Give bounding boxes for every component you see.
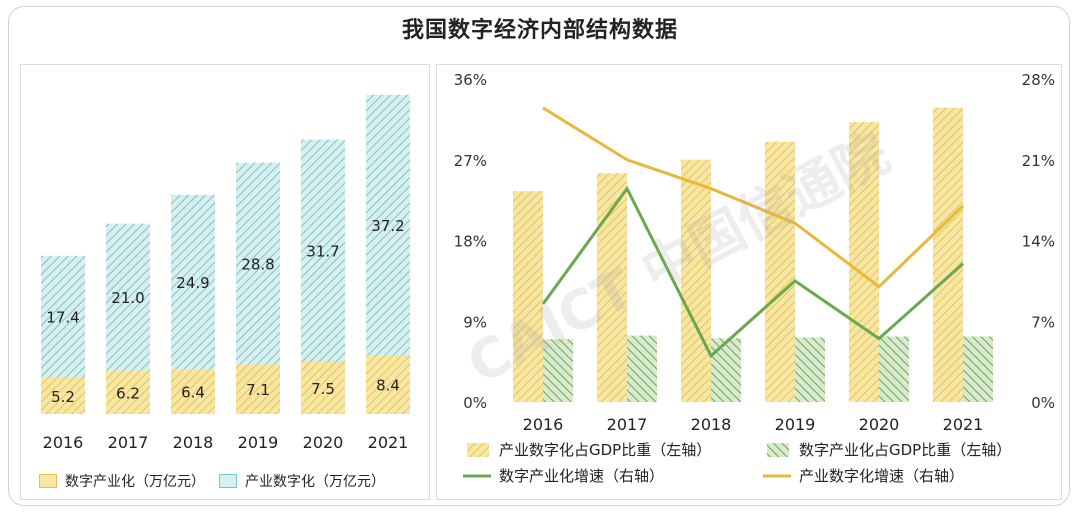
value-label-industrial-digitalization-2020: 31.7 <box>306 243 339 261</box>
bar-industrial-digitalization-2017 <box>106 223 150 371</box>
x-tick-2019: 2019 <box>775 415 816 434</box>
bar-digital-industrialization-2019 <box>236 364 280 414</box>
bar-digital-industrialization-2020 <box>301 361 345 414</box>
right-axis-tick-2: 14% <box>1022 233 1055 251</box>
x-tick-2016: 2016 <box>523 415 564 434</box>
bar-industrial-digitalization-2018 <box>171 194 215 370</box>
bar-industrial-digitalization-share-2016 <box>513 191 543 402</box>
value-label-digital-industrialization-2020: 7.5 <box>311 380 335 398</box>
bar-industrial-digitalization-share-2018 <box>681 159 711 402</box>
left-chart-panel: 5.2 17.4 6.2 21.0 6.4 24.9 7.1 28.8 7.5 31.7 8.4 37… <box>20 64 430 500</box>
bar-digital-industrialization-share-2021 <box>963 336 993 402</box>
legend-label-3: 产业数字化增速（右轴） <box>799 467 964 485</box>
legend-label-2: 数字产业化增速（右轴） <box>499 467 664 485</box>
left-axis-tick-4: 36% <box>454 71 487 89</box>
bar-digital-industrialization-2021 <box>366 355 410 414</box>
left-axis-tick-2: 18% <box>454 233 487 251</box>
bar-industrial-digitalization-share-2020 <box>849 122 879 403</box>
left-axis-tick-0: 0% <box>463 394 487 412</box>
right-axis-tick-4: 28% <box>1022 71 1055 89</box>
x-tick-2017: 2017 <box>108 433 149 452</box>
bar-digital-industrialization-2018 <box>171 369 215 414</box>
bar-digital-industrialization-2016 <box>41 377 85 414</box>
bar-digital-industrialization-share-2018 <box>711 338 741 402</box>
bar-industrial-digitalization-2019 <box>236 162 280 365</box>
bar-industrial-digitalization-share-2019 <box>765 141 795 403</box>
left-legend: 数字产业化（万亿元） 产业数字化（万亿元） <box>39 471 385 491</box>
legend-label-1: 数字产业化占GDP比重（左轴） <box>799 441 1011 459</box>
value-label-industrial-digitalization-2016: 17.4 <box>46 309 79 327</box>
page-title: 我国数字经济内部结构数据 <box>401 18 678 43</box>
line-industrial-digitalization-growth <box>542 106 965 289</box>
value-label-industrial-digitalization-2018: 24.9 <box>176 274 209 292</box>
left-axis-tick-3: 27% <box>454 152 487 170</box>
x-tick-2020: 2020 <box>859 415 900 434</box>
value-label-digital-industrialization-2019: 7.1 <box>246 381 270 399</box>
bar-digital-industrialization-share-2017 <box>627 335 657 402</box>
bar-industrial-digitalization-2020 <box>301 139 345 362</box>
value-label-digital-industrialization-2021: 8.4 <box>376 377 400 395</box>
x-tick-2017: 2017 <box>607 415 648 434</box>
left-chart: 5.2 17.4 6.2 21.0 6.4 24.9 7.1 28.8 7.5 31.7 8.4 37… <box>41 94 410 452</box>
legend-swatch-0 <box>467 443 489 457</box>
right-chart: 0% 9% 18% 27% 36% 0% 7% 14% 21% 28% 2016 2017 2018 2… <box>454 71 1055 485</box>
value-label-digital-industrialization-2016: 5.2 <box>51 388 75 406</box>
bar-industrial-digitalization-2016 <box>41 255 85 378</box>
x-tick-2019: 2019 <box>238 433 279 452</box>
bar-digital-industrialization-2017 <box>106 370 150 414</box>
legend-swatch-digital-industrialization <box>39 474 57 488</box>
bar-digital-industrialization-share-2016 <box>543 339 573 402</box>
legend-label-industrial-digitalization: 产业数字化（万亿元） <box>245 474 385 490</box>
x-tick-2021: 2021 <box>943 415 984 434</box>
bar-industrial-digitalization-2021 <box>366 94 410 356</box>
right-axis-tick-0: 0% <box>1031 394 1055 412</box>
value-label-digital-industrialization-2017: 6.2 <box>116 384 140 402</box>
bar-digital-industrialization-share-2019 <box>795 337 825 402</box>
x-tick-2020: 2020 <box>303 433 344 452</box>
right-axis-tick-3: 21% <box>1022 152 1055 170</box>
x-tick-2021: 2021 <box>368 433 409 452</box>
legend-label-digital-industrialization: 数字产业化（万亿元） <box>65 474 205 490</box>
x-tick-2018: 2018 <box>691 415 732 434</box>
right-axis-tick-1: 7% <box>1031 313 1055 331</box>
legend-label-0: 产业数字化占GDP比重（左轴） <box>499 441 711 459</box>
legend-swatch-1 <box>767 443 789 457</box>
value-label-industrial-digitalization-2021: 37.2 <box>371 217 404 235</box>
line-digital-industrialization-growth <box>541 185 964 359</box>
right-chart-panel: 0% 9% 18% 27% 36% 0% 7% 14% 21% 28% 2016 2017 2018 2… <box>436 64 1062 500</box>
bar-digital-industrialization-share-2020 <box>879 336 909 402</box>
left-axis-tick-1: 9% <box>463 313 487 331</box>
x-tick-2016: 2016 <box>43 433 84 452</box>
value-label-industrial-digitalization-2019: 28.8 <box>241 256 274 274</box>
legend-swatch-industrial-digitalization <box>219 474 237 488</box>
value-label-digital-industrialization-2018: 6.4 <box>181 384 205 402</box>
bar-industrial-digitalization-share-2021 <box>933 107 963 402</box>
value-label-industrial-digitalization-2017: 21.0 <box>111 289 144 307</box>
x-tick-2018: 2018 <box>173 433 214 452</box>
